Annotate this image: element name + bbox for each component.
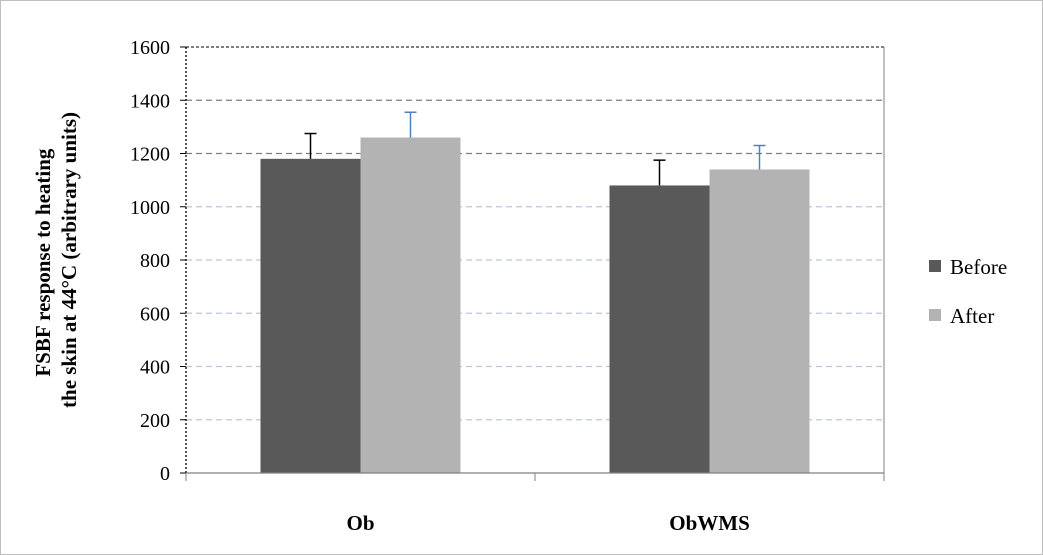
y-tick-labels: 0 200 400 600 800 1000 1200 1400 1600 (130, 37, 170, 485)
bar-before-ob (260, 158, 361, 473)
y-tick-label-1000: 1000 (130, 197, 170, 219)
y-tick-label-0: 0 (160, 463, 170, 485)
y-tick-label-200: 200 (140, 410, 170, 432)
legend-label-after: After (950, 304, 994, 328)
error-bars (304, 111, 766, 186)
y-axis-title: FSBF response to heating the skin at 44°… (31, 112, 81, 408)
y-axis-title-line-2: the skin at 44°C (arbitrary units) (57, 112, 81, 408)
y-tick-label-400: 400 (140, 357, 170, 379)
axes (180, 46, 885, 481)
y-axis-title-line-1: FSBF response to heating (31, 148, 55, 377)
legend-swatch-before (929, 260, 941, 272)
x-category-labels: Ob ObWMS (346, 511, 749, 535)
legend-swatch-after (929, 309, 941, 321)
bar-after-ob (360, 137, 461, 473)
y-tick-label-600: 600 (140, 303, 170, 325)
legend: Before After (929, 255, 1007, 328)
y-tick-label-800: 800 (140, 250, 170, 272)
bars (260, 137, 810, 473)
bar-after-obwms (709, 169, 810, 473)
y-tick-label-1600: 1600 (130, 37, 170, 59)
x-category-label-ob: Ob (346, 511, 374, 535)
bar-before-obwms (609, 185, 710, 473)
y-tick-label-1200: 1200 (130, 144, 170, 166)
x-category-label-obwms: ObWMS (669, 511, 750, 535)
legend-label-before: Before (950, 255, 1007, 279)
y-tick-label-1400: 1400 (130, 90, 170, 112)
